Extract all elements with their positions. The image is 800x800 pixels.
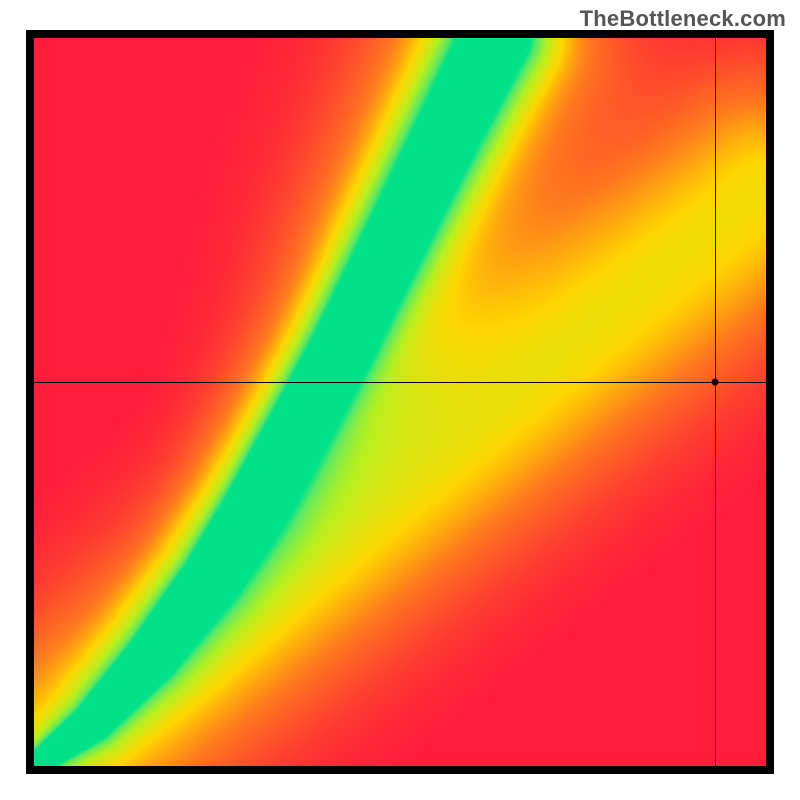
- chart-container: TheBottleneck.com: [0, 0, 800, 800]
- plot-frame: [26, 30, 774, 774]
- crosshair-dot: [711, 378, 718, 385]
- heatmap-canvas: [34, 38, 766, 766]
- plot-inner: [34, 38, 766, 766]
- crosshair-horizontal: [34, 382, 766, 383]
- crosshair-vertical: [715, 38, 716, 766]
- watermark-text: TheBottleneck.com: [580, 6, 786, 32]
